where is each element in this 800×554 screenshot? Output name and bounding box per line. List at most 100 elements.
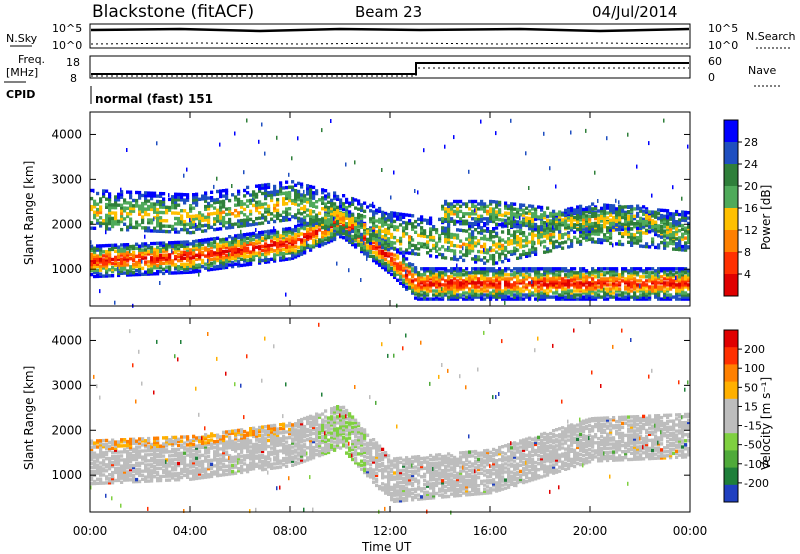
power-cell (684, 297, 688, 301)
power-cell (624, 232, 628, 236)
power-cell (555, 275, 559, 279)
power-cell (105, 250, 109, 254)
power-cell (228, 207, 232, 211)
power-cell (627, 277, 631, 281)
power-cell (387, 252, 391, 256)
power-cell (555, 245, 559, 249)
power-cell (495, 212, 499, 217)
velocity-cell (117, 466, 121, 470)
power-cell (303, 235, 307, 239)
power-cell (231, 212, 235, 216)
power-cell (483, 202, 487, 206)
power-cell (456, 263, 458, 268)
power-cell (120, 251, 124, 255)
power-cell (303, 215, 307, 219)
power-cell (525, 151, 527, 156)
power-cell (360, 225, 364, 229)
power-cell (333, 215, 337, 219)
power-cell (456, 297, 460, 301)
power-cell (525, 211, 529, 215)
power-cell (549, 281, 553, 285)
power-cell (117, 195, 121, 199)
power-cell (513, 224, 517, 229)
power-cell (468, 287, 472, 291)
power-cell (573, 235, 577, 240)
power-cell (333, 204, 337, 209)
power-cell (99, 274, 103, 278)
power-cell (264, 151, 266, 156)
power-cell (666, 283, 670, 287)
power-cell (672, 221, 676, 225)
power-cell (126, 212, 130, 216)
power-cell (336, 221, 340, 226)
power-cell (180, 258, 184, 263)
power-cell (258, 247, 262, 251)
power-cell (591, 202, 595, 206)
power-cell (522, 285, 526, 289)
power-cell (603, 273, 607, 277)
velocity-cell (99, 479, 103, 483)
power-cell (507, 231, 511, 236)
power-cell (156, 141, 158, 146)
power-cell (114, 198, 118, 202)
power-cell (492, 267, 496, 271)
power-cell (414, 189, 416, 193)
power-cell (429, 289, 433, 293)
power-cell (201, 258, 205, 263)
power-cell (225, 191, 229, 195)
power-cell (138, 244, 142, 248)
power-cell (198, 265, 202, 269)
power-cell (570, 289, 574, 293)
power-cell (222, 194, 226, 198)
power-cell (105, 252, 109, 256)
power-cell (588, 287, 592, 291)
power-cell (498, 295, 502, 299)
power-cell (582, 267, 586, 271)
power-cell (126, 245, 130, 249)
power-cell (147, 229, 151, 233)
power-cell (168, 241, 172, 245)
power-cell (222, 239, 226, 244)
power-cell (684, 218, 688, 223)
power-cell (681, 196, 683, 201)
velocity-cell (102, 473, 106, 477)
power-cell (606, 293, 610, 297)
power-cell (177, 240, 181, 245)
power-cell (438, 239, 442, 243)
power-cell (345, 232, 349, 237)
power-cell (330, 214, 334, 219)
power-cell (384, 211, 388, 216)
velocity-cell (105, 444, 109, 449)
power-cell (432, 269, 436, 273)
power-cell (645, 228, 649, 233)
power-cell (660, 287, 664, 291)
power-cell (600, 238, 604, 242)
power-cell (483, 250, 487, 255)
power-cell (177, 244, 181, 249)
power-cell (324, 218, 328, 222)
power-cell (264, 252, 268, 256)
power-cell (369, 238, 373, 243)
power-cell (582, 215, 586, 219)
power-cell (426, 251, 430, 255)
power-cell (480, 277, 484, 281)
power-cell (648, 141, 650, 146)
power-cell (489, 232, 493, 237)
velocity-cell (111, 442, 115, 446)
power-cell (90, 207, 94, 212)
power-cell (192, 225, 196, 229)
power-cell (228, 252, 230, 257)
power-cell (327, 219, 331, 223)
power-cell (90, 256, 94, 261)
power-cell (579, 283, 583, 287)
power-cell (636, 295, 640, 299)
power-cell (246, 218, 250, 222)
power-cell (366, 244, 370, 248)
power-cell (264, 258, 268, 262)
power-cell (525, 269, 529, 273)
power-cell (531, 229, 535, 233)
power-cell (459, 222, 463, 226)
power-cell (291, 240, 295, 244)
power-cell (207, 204, 211, 208)
power-cell (615, 297, 619, 301)
